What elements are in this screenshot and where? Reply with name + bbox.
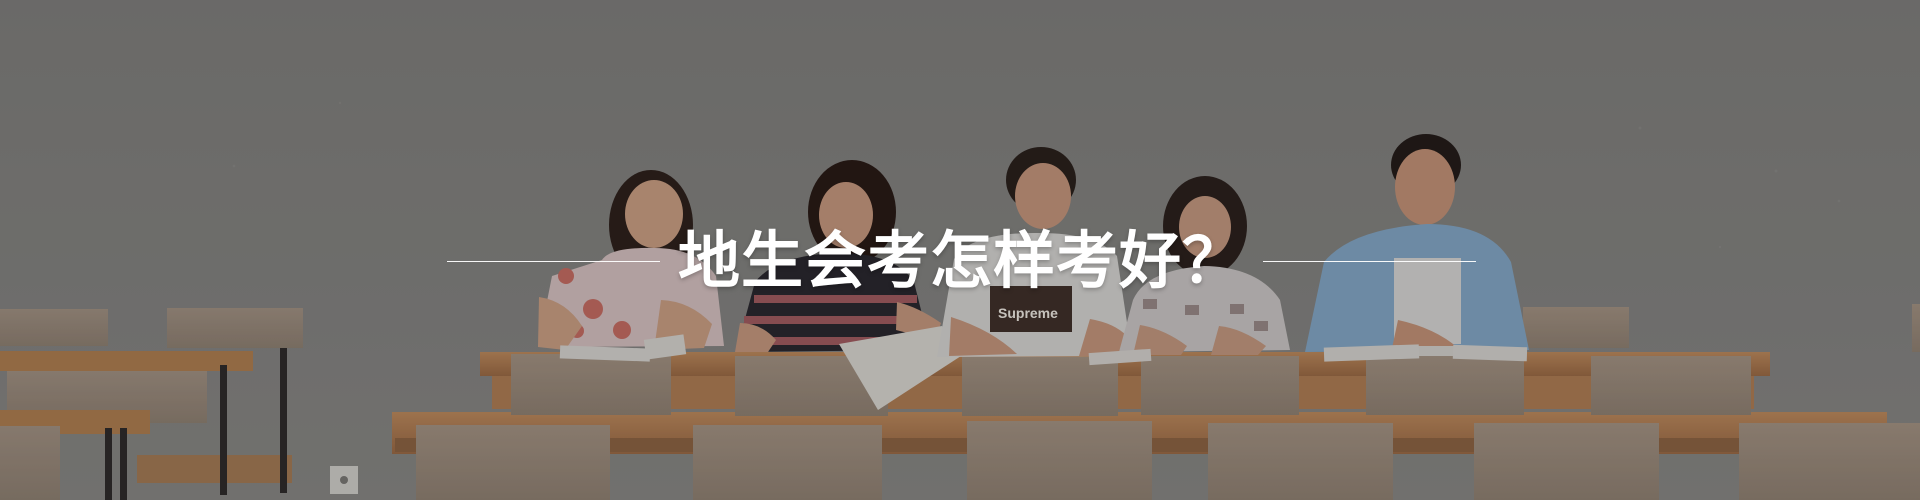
right-decorative-line [1263,260,1477,262]
headline-group: 地生会考怎样考好？ [447,224,1477,297]
banner-headline: 地生会考怎样考好？ [678,224,1246,297]
shirt-text: Supreme [998,305,1058,321]
left-decorative-line [447,260,660,262]
